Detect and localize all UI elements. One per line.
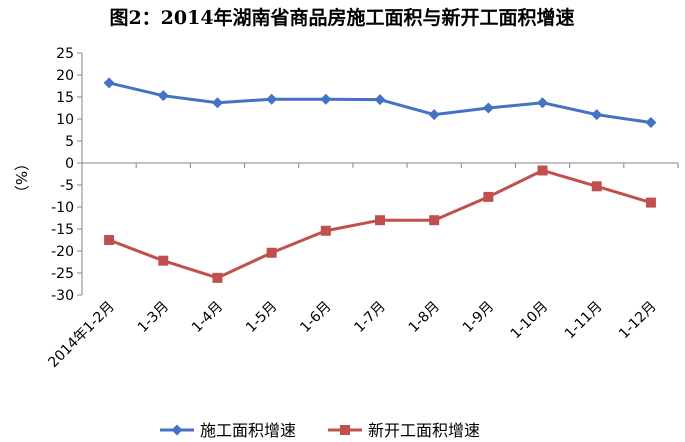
data-point <box>211 97 223 109</box>
x-tick-label: 1-4月 <box>189 299 226 336</box>
y-tick-label: 10 <box>56 112 74 128</box>
y-tick-label: -25 <box>51 266 74 282</box>
y-tick-label: 5 <box>65 134 74 150</box>
legend-marker <box>171 424 183 436</box>
x-tick-label: 1-7月 <box>351 299 388 336</box>
y-tick-label: -15 <box>51 222 74 238</box>
data-point <box>537 165 548 176</box>
data-point <box>157 90 169 102</box>
data-point <box>482 102 494 114</box>
legend-item-1: 施工面积增速 <box>160 421 296 440</box>
x-tick-label: 1-8月 <box>406 299 443 336</box>
y-tick-label: -5 <box>60 178 74 194</box>
legend-item-2: 新开工面积增速 <box>328 421 480 440</box>
y-tick-label: 0 <box>65 156 74 172</box>
data-point <box>591 109 603 121</box>
y-tick-label: -20 <box>51 244 74 260</box>
data-point <box>375 215 385 226</box>
y-tick-label: -10 <box>51 200 74 216</box>
data-point <box>320 225 331 236</box>
data-point <box>158 255 169 266</box>
legend-label: 施工面积增速 <box>200 421 296 440</box>
data-point <box>591 181 602 192</box>
y-tick-labels: -30 -25 -20 -15 -10 -5 0 5 10 15 20 25 <box>51 46 74 304</box>
legend-marker <box>340 425 350 435</box>
series-2 <box>104 165 656 283</box>
x-tick-labels: 2014年1-2月 1-3月 1-4月 1-5月 1-6月 1-7月 1-8月 1-9月 1-1… <box>45 299 659 371</box>
y-tick-label: 20 <box>56 68 74 84</box>
data-point <box>537 97 549 109</box>
legend: 施工面积增速 新开工面积增速 <box>160 421 480 440</box>
x-tick-label: 1-10月 <box>508 299 552 343</box>
y-tick-label: 15 <box>56 90 74 106</box>
data-point <box>320 93 332 105</box>
data-point <box>266 247 277 258</box>
chart-title: 图2：2014年湖南省商品房施工面积与新开工面积增速 <box>109 6 574 29</box>
x-tick-label: 1-6月 <box>297 299 334 336</box>
data-point <box>266 93 278 105</box>
series-lines <box>103 77 657 283</box>
data-point <box>103 77 115 89</box>
data-point <box>374 94 386 106</box>
data-point <box>645 117 657 129</box>
data-point <box>645 197 656 208</box>
y-tick-label: 25 <box>56 46 74 62</box>
axes <box>77 52 679 296</box>
data-point <box>104 235 115 245</box>
series-1 <box>103 77 657 129</box>
y-tick-label: -30 <box>51 288 74 304</box>
x-tick-label: 1-12月 <box>616 299 660 343</box>
data-point <box>429 215 440 226</box>
data-point <box>212 272 223 283</box>
x-tick-label: 2014年1-2月 <box>45 299 117 371</box>
data-point <box>483 191 494 202</box>
x-tick-label: 1-5月 <box>243 299 280 336</box>
x-tick-label: 1-9月 <box>460 299 497 336</box>
legend-label: 新开工面积增速 <box>368 421 480 440</box>
x-tick-label: 1-3月 <box>135 299 172 336</box>
x-tick-label: 1-11月 <box>562 299 606 343</box>
y-axis-label: （%） <box>12 156 30 200</box>
data-point <box>428 109 440 121</box>
